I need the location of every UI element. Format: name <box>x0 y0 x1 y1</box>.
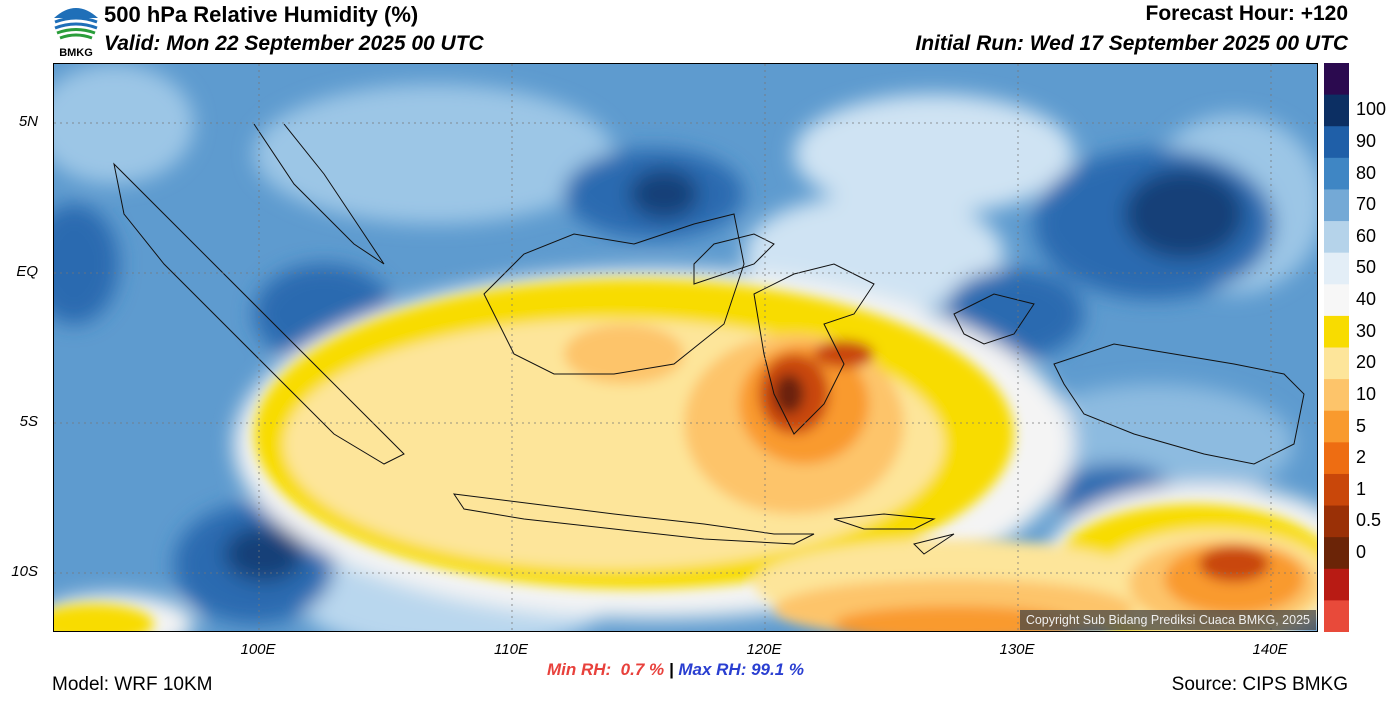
model-name: Model: WRF 10KM <box>52 674 213 695</box>
colorbar-swatch <box>1324 505 1349 538</box>
colorbar-label: 2 <box>1356 447 1367 468</box>
humidity-field <box>54 64 1317 631</box>
min-rh-label: Min RH: <box>547 660 616 679</box>
humidity-map <box>53 63 1318 632</box>
colorbar-swatch <box>1324 189 1349 222</box>
colorbar-label: 1 <box>1356 478 1367 499</box>
lon-label-130e: 130E <box>999 641 1035 658</box>
colorbar-swatch <box>1324 442 1349 475</box>
max-rh-value: 99.1 % <box>751 660 805 679</box>
lon-label-140e: 140E <box>1252 641 1288 658</box>
max-rh-label: Max RH: <box>678 660 752 679</box>
logo-text: BMKG <box>59 47 93 59</box>
copyright-notice: Copyright Sub Bidang Prediksi Cuaca BMKG… <box>1019 610 1316 630</box>
colorbar-label: 50 <box>1356 257 1377 278</box>
map-title: 500 hPa Relative Humidity (%) <box>104 2 419 27</box>
colorbar-swatch <box>1324 284 1349 317</box>
colorbar-swatch <box>1324 600 1349 632</box>
lon-label-100e: 100E <box>240 641 276 658</box>
colorbar-swatch <box>1324 63 1349 96</box>
colorbar-label: 0.5 <box>1356 510 1382 531</box>
colorbar-swatch <box>1324 410 1349 443</box>
colorbar-swatch <box>1324 568 1349 601</box>
lat-label-5n: 5N <box>18 113 38 130</box>
colorbar-label: 60 <box>1356 225 1377 246</box>
colorbar-label: 0 <box>1356 541 1367 562</box>
valid-time: Valid: Mon 22 September 2025 00 UTC <box>104 32 484 55</box>
colorbar <box>1324 63 1349 632</box>
colorbar-label: 30 <box>1356 320 1377 341</box>
colorbar-swatch <box>1324 315 1349 348</box>
data-source: Source: CIPS BMKG <box>1171 674 1348 695</box>
colorbar-swatch <box>1324 157 1349 190</box>
colorbar-label: 70 <box>1356 194 1377 215</box>
lat-label-5s: 5S <box>19 413 38 430</box>
colorbar-swatch <box>1324 537 1349 570</box>
lat-label-10s: 10S <box>11 563 38 580</box>
colorbar-swatch <box>1324 347 1349 380</box>
colorbar-label: 5 <box>1356 415 1367 436</box>
colorbar-label: 90 <box>1356 131 1377 152</box>
colorbar-swatch <box>1324 252 1349 285</box>
colorbar-label: 40 <box>1356 289 1377 310</box>
colorbar-swatch <box>1324 379 1349 412</box>
colorbar-swatch <box>1324 126 1349 159</box>
colorbar-swatch <box>1324 473 1349 507</box>
colorbar-label: 80 <box>1356 162 1377 183</box>
colorbar-label: 10 <box>1356 383 1377 404</box>
forecast-hour: Forecast Hour: +120 <box>1145 2 1349 25</box>
rh-stats: Min RH: 0.7 % | Max RH: 99.1 % <box>547 660 804 680</box>
initial-run: Initial Run: Wed 17 September 2025 00 UT… <box>915 32 1348 55</box>
colorbar-swatch <box>1324 94 1349 127</box>
lat-label-eq: EQ <box>16 263 38 280</box>
lon-label-110e: 110E <box>494 641 528 658</box>
colorbar-label: 20 <box>1356 352 1377 373</box>
min-rh-value: 0.7 % <box>615 660 665 679</box>
colorbar-label: 100 <box>1356 99 1387 120</box>
lon-label-120e: 120E <box>746 641 782 658</box>
colorbar-swatch <box>1324 221 1349 254</box>
stats-separator: | <box>664 660 679 679</box>
bmkg-logo <box>53 2 99 40</box>
